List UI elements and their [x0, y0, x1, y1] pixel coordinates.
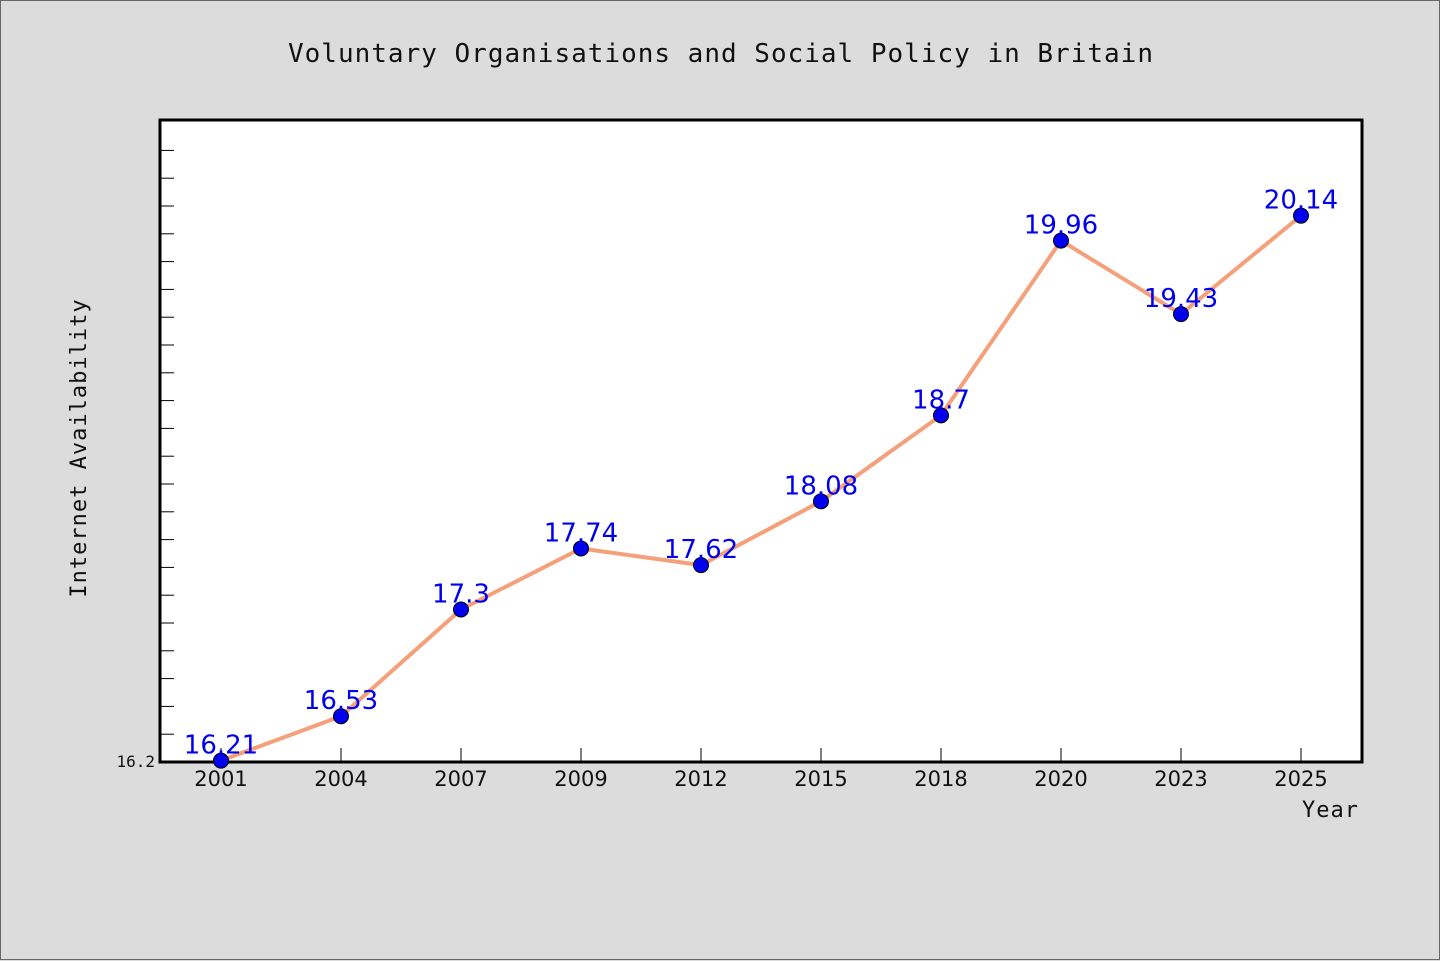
- data-label: 19.43: [1144, 284, 1218, 314]
- plot-area: [158, 118, 1364, 764]
- data-point: [1053, 232, 1069, 249]
- x-axis-label: Year: [1302, 798, 1359, 823]
- x-tick-label: 2007: [434, 767, 487, 791]
- series-line: [220, 214, 1303, 763]
- x-tick-label: 2012: [674, 767, 727, 791]
- x-tick-label: 2015: [794, 767, 847, 791]
- data-label: 20.14: [1264, 186, 1338, 216]
- y-minor-ticks: [160, 149, 174, 735]
- y-axis-label: Internet Availability: [67, 298, 92, 597]
- data-labels: 16.21 16.53 17.3 17.74 17.62 18.08 18.7 19.96 19…: [184, 186, 1338, 761]
- x-tick-label: 2023: [1154, 767, 1207, 791]
- data-point: [813, 493, 829, 510]
- data-point: [1173, 306, 1189, 323]
- data-point: [333, 708, 349, 725]
- x-tick-label: 2009: [554, 767, 607, 791]
- data-label: 18.08: [784, 471, 858, 501]
- data-label: 17.3: [432, 579, 490, 609]
- data-label: 18.7: [912, 385, 970, 415]
- x-tick-label: 2001: [194, 767, 247, 791]
- data-point: [693, 557, 709, 574]
- y-tick-label: 16.2: [116, 752, 155, 771]
- data-label: 16.21: [184, 731, 258, 761]
- x-tick-label: 2004: [314, 767, 367, 791]
- series-group: [213, 207, 1309, 769]
- x-tick-label: 2020: [1034, 767, 1087, 791]
- x-ticks: 2001 2004 2007 2009 2012 2015 2018 2020 2023 2025: [194, 748, 1328, 791]
- data-point: [573, 540, 589, 557]
- chart-title: Voluntary Organisations and Social Polic…: [288, 39, 1154, 69]
- data-label: 17.74: [544, 518, 618, 548]
- data-point: [453, 601, 469, 618]
- data-label: 17.62: [664, 535, 738, 565]
- x-tick-label: 2025: [1274, 767, 1327, 791]
- data-point: [213, 752, 229, 769]
- x-tick-label: 2018: [914, 767, 967, 791]
- data-point: [1293, 207, 1309, 224]
- data-label: 16.53: [304, 686, 378, 716]
- data-point: [933, 407, 949, 424]
- data-label: 19.96: [1024, 211, 1098, 241]
